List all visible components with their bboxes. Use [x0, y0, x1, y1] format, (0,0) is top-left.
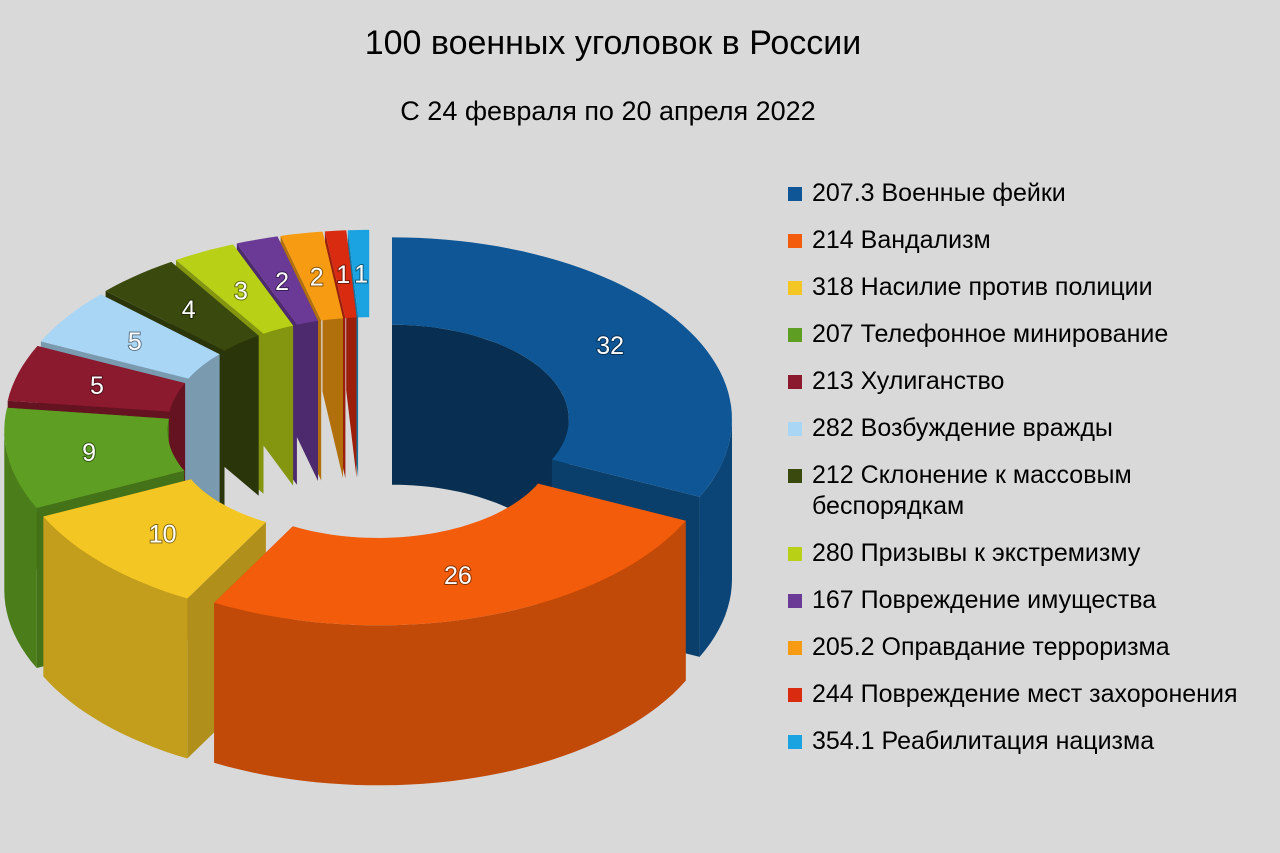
legend-swatch: [788, 641, 802, 655]
slice-top-face: [40, 294, 220, 379]
slice-top-face: [43, 479, 266, 599]
slice: 26: [214, 483, 686, 786]
legend-label: 282 Возбуждение вражды: [812, 414, 1113, 442]
data-label: 26: [444, 562, 472, 590]
legend-label: 244 Повреждение мест захоронения: [812, 680, 1238, 708]
slice-outer-wall: [43, 516, 188, 759]
data-label: 5: [90, 372, 104, 400]
slice-top-face: [347, 229, 370, 318]
legend-entry: 354.1 Реабилитация нацизма: [786, 726, 1266, 757]
legend-entry: 214 Вандализм: [786, 225, 1266, 256]
data-label: 5: [128, 328, 142, 356]
legend-swatch: [788, 281, 802, 295]
legend-label: 205.2 Оправдание терроризма: [812, 633, 1170, 661]
legend-swatch: [788, 688, 802, 702]
slice-top-face: [214, 483, 686, 626]
legend-entry: 212 Склонение к массовым беспорядкам: [786, 460, 1266, 522]
slice-outer-wall: [4, 430, 37, 668]
slice-top-face: [236, 236, 318, 325]
legend-swatch: [788, 547, 802, 561]
legend-label: 212 Склонение к массовым беспорядкам: [812, 461, 1132, 520]
data-label: 2: [310, 263, 324, 291]
data-label: 3: [234, 277, 248, 305]
slice-top-face: [7, 346, 186, 412]
data-label: 2: [275, 268, 289, 296]
legend-swatch: [788, 187, 802, 201]
slice-outer-wall: [699, 419, 732, 657]
legend-label: 207 Телефонное минирование: [812, 320, 1169, 348]
legend-label: 214 Вандализм: [812, 226, 991, 254]
legend-entry: 282 Возбуждение вражды: [786, 413, 1266, 444]
data-label: 1: [354, 261, 368, 289]
legend-swatch: [788, 735, 802, 749]
legend-label: 167 Повреждение имущества: [812, 586, 1157, 614]
data-label: 1: [336, 261, 350, 289]
legend-swatch: [788, 234, 802, 248]
legend-swatch: [788, 328, 802, 342]
data-label: 9: [82, 439, 96, 467]
legend-entry: 213 Хулиганство: [786, 366, 1266, 397]
legend-label: 280 Призывы к экстремизму: [812, 539, 1141, 567]
chart-legend: 207.3 Военные фейки 214 Вандализм 318 Наси…: [786, 178, 1266, 773]
slice-top-face: [392, 237, 732, 497]
data-label: 32: [596, 332, 624, 360]
legend-label: 213 Хулиганство: [812, 367, 1005, 395]
legend-label: 318 Насилие против полиции: [812, 273, 1153, 301]
legend-entry: 205.2 Оправдание терроризма: [786, 632, 1266, 663]
legend-swatch: [788, 375, 802, 389]
legend-entry: 167 Повреждение имущества: [786, 585, 1266, 616]
slice-top-face: [105, 261, 259, 351]
legend-swatch: [788, 594, 802, 608]
legend-entry: 207.3 Военные фейки: [786, 178, 1266, 209]
slice-top-face: [4, 407, 185, 508]
legend-label: 354.1 Реабилитация нацизма: [812, 727, 1155, 755]
legend-entry: 207 Телефонное минирование: [786, 319, 1266, 350]
legend-entry: 280 Призывы к экстремизму: [786, 538, 1266, 569]
legend-entry: 318 Насилие против полиции: [786, 272, 1266, 303]
slice-top-face: [176, 244, 294, 334]
data-label: 4: [182, 296, 196, 324]
legend-entry: 244 Повреждение мест захоронения: [786, 679, 1266, 710]
legend-swatch: [788, 469, 802, 483]
slice-top-face: [280, 231, 343, 321]
chart-title: 100 военных уголовок в России: [364, 24, 862, 62]
legend-swatch: [788, 422, 802, 436]
slice-outer-wall: [214, 520, 686, 786]
data-label: 10: [149, 521, 177, 549]
legend-label: 207.3 Военные фейки: [812, 179, 1066, 207]
slice-top-face: [324, 230, 357, 319]
chart-subtitle: С 24 февраля по 20 апреля 2022: [400, 96, 816, 126]
